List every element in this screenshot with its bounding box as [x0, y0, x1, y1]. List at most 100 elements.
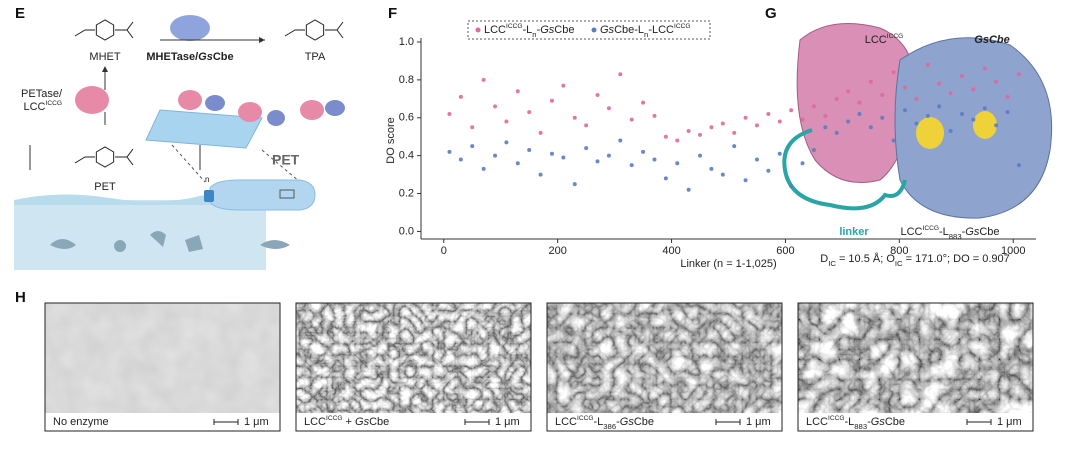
text-span: 386 — [603, 422, 616, 431]
data-point — [606, 153, 611, 158]
panel-label: H — [15, 289, 26, 306]
text-span: -L — [845, 416, 855, 428]
data-point — [561, 155, 566, 160]
text-span: Cbe — [213, 51, 234, 63]
data-point — [834, 96, 839, 101]
image-caption: LCCICCG-L386-GsCbe — [555, 415, 654, 430]
data-point — [982, 66, 987, 71]
data-point — [493, 153, 498, 158]
data-point — [1005, 94, 1010, 99]
sem-image — [296, 303, 531, 431]
data-point — [641, 100, 646, 105]
scale-bar — [715, 419, 741, 425]
data-point — [720, 172, 725, 177]
bottle-cap — [204, 190, 214, 202]
text-span: Gs — [620, 416, 635, 428]
text-span: Gs — [540, 24, 555, 36]
sem-image — [798, 303, 1033, 431]
data-point — [937, 81, 942, 86]
gscbe-label: GsCbe — [974, 34, 1009, 46]
text-span: - — [537, 24, 541, 36]
y-tick-label: 0.6 — [399, 112, 414, 124]
data-point — [914, 121, 919, 126]
text-span: ICCG — [887, 33, 903, 40]
text-span: MHETase/ — [146, 51, 198, 63]
data-point — [754, 123, 759, 128]
text-span: Cbe — [554, 24, 574, 36]
data-point — [538, 130, 543, 135]
enzyme — [300, 100, 324, 120]
text-span: ICCG — [828, 415, 844, 422]
active-site — [973, 111, 997, 139]
data-point — [846, 119, 851, 124]
panel-label: G — [765, 5, 777, 22]
x-tick-label: 600 — [776, 245, 794, 257]
bottle — [209, 179, 316, 211]
data-point — [891, 138, 896, 143]
data-point — [698, 153, 703, 158]
molecule-bond — [74, 148, 134, 166]
y-tick-label: 0.2 — [399, 187, 414, 199]
linker-chain — [782, 128, 907, 211]
data-point — [823, 125, 828, 130]
data-point — [527, 147, 532, 152]
molecule-ring — [95, 19, 115, 41]
data-point — [675, 138, 680, 143]
x-tick-label: 1000 — [1001, 245, 1025, 257]
text-span: -L — [939, 226, 949, 238]
data-point — [868, 79, 873, 84]
sem-image — [45, 303, 280, 431]
data-point — [629, 117, 634, 122]
image-frame — [295, 302, 532, 432]
text-span: = 10.5 Å; O — [836, 252, 895, 265]
scale-label: 1 μm — [495, 416, 520, 428]
text-span: IC — [828, 259, 836, 268]
data-point — [504, 119, 509, 124]
text-span: Gs — [965, 226, 980, 238]
legend-box — [467, 20, 711, 40]
data-point — [606, 106, 611, 111]
text-span: Cbe — [634, 416, 654, 428]
image-frame — [797, 302, 1034, 432]
lcc-label: LCCICCG — [865, 33, 904, 46]
zoom-box — [279, 189, 295, 199]
active-site — [916, 117, 944, 149]
data-point — [823, 113, 828, 118]
image-caption: LCCICCG-L883-GsCbe — [806, 415, 905, 430]
legend-marker — [591, 27, 597, 33]
x-axis-label: Linker (n = 1-1,025) — [680, 258, 776, 270]
data-point — [914, 96, 919, 101]
data-point — [618, 72, 623, 77]
data-point — [1016, 72, 1021, 77]
panel-e-art — [14, 15, 345, 270]
data-point — [641, 149, 646, 154]
text-span: ICCG — [923, 225, 939, 232]
arrowhead — [259, 37, 265, 43]
data-point — [538, 172, 543, 177]
data-point — [994, 123, 999, 128]
text-span: Gs — [600, 24, 615, 36]
data-point — [561, 83, 566, 88]
data-point — [629, 163, 634, 168]
x-tick-label: 0 — [441, 245, 447, 257]
data-point — [504, 140, 509, 145]
data-point — [732, 144, 737, 149]
text-span: - — [867, 416, 871, 428]
panel-label: F — [388, 5, 397, 22]
data-point — [572, 182, 577, 187]
zoom-line — [171, 144, 301, 183]
data-point — [811, 147, 816, 152]
text-span: Gs — [198, 51, 213, 63]
data-point — [481, 166, 486, 171]
text-span: LCC — [806, 416, 828, 428]
panel-label: E — [15, 5, 25, 22]
data-point — [948, 91, 953, 96]
mhet-label: MHET — [89, 51, 120, 63]
text-span: PETase/ — [21, 88, 63, 100]
data-point — [800, 161, 805, 166]
data-point — [549, 98, 554, 103]
data-point — [925, 113, 930, 118]
data-point — [880, 93, 885, 98]
scale-label: 1 μm — [244, 416, 269, 428]
text-span: ICCG — [326, 415, 342, 422]
